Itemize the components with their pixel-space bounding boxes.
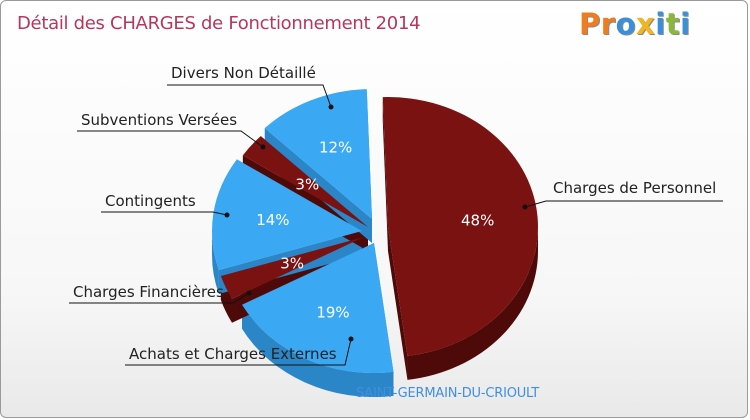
leader-line <box>77 130 264 148</box>
logo-letter: i <box>680 7 691 41</box>
slice-percent-label: 3% <box>280 254 304 272</box>
pie-slice <box>242 136 368 227</box>
category-label: Charges Financières <box>73 283 224 301</box>
proxiti-logo: Proxiti <box>579 7 691 41</box>
category-label: Charges de Personnel <box>553 179 716 197</box>
category-label: Divers Non Détaillé <box>171 64 316 82</box>
slice-percent-label: 3% <box>295 176 319 194</box>
leader-line <box>101 211 228 216</box>
leader-dot <box>260 144 266 150</box>
logo-letter: x <box>636 7 656 41</box>
category-label: Subventions Versées <box>81 111 237 129</box>
pie-slice <box>220 237 364 299</box>
leader-line <box>167 84 332 108</box>
logo-letter: t <box>665 7 681 41</box>
pie-side-wall <box>407 227 538 380</box>
logo-letter: P <box>579 7 601 41</box>
leader-dot <box>522 204 528 210</box>
logo-letter: o <box>615 7 637 41</box>
leader-dot <box>328 104 334 110</box>
leader-dot <box>224 212 230 218</box>
pie-slice <box>242 243 394 373</box>
leader-line <box>125 338 352 366</box>
logo-letter: r <box>600 7 616 41</box>
leader-line <box>69 292 250 304</box>
chart-title: Détail des CHARGES de Fonctionnement 201… <box>17 13 421 34</box>
leader-dot <box>246 290 252 296</box>
category-label: Contingents <box>105 192 196 210</box>
commune-caption: SAINT-GERMAIN-DU-CRIOULT <box>356 386 540 401</box>
pie-side-wall <box>212 231 219 294</box>
pie-cut-wall <box>388 227 408 380</box>
category-label: Achats et Charges Externes <box>129 345 337 363</box>
pie-slices: 48% 19% 3% 14% 3% 12% <box>212 89 538 373</box>
pie-slice <box>264 89 372 219</box>
pie-slice <box>212 159 362 270</box>
pie-cut-wall <box>382 97 388 251</box>
leader-dot <box>348 336 354 342</box>
slice-percent-label: 14% <box>256 211 289 229</box>
logo-letter: i <box>655 7 666 41</box>
slice-percent-label: 12% <box>319 139 352 157</box>
slice-percent-label: 48% <box>461 212 494 230</box>
slice-percent-label: 19% <box>316 303 349 321</box>
category-labels: Charges de Personnel Achats et Charges Ex… <box>69 64 723 366</box>
pie-slice <box>382 97 538 356</box>
leader-line <box>524 200 723 208</box>
pie-side-wall <box>242 304 394 397</box>
